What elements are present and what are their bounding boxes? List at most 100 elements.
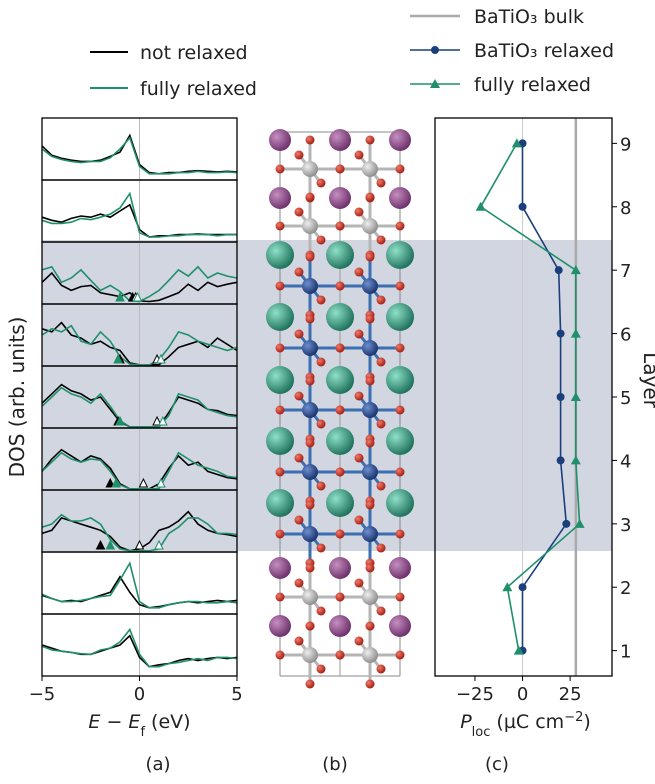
oxygen-atom — [336, 468, 345, 477]
a-site-atom — [266, 241, 294, 269]
oxygen-atom — [336, 344, 345, 353]
a-site-atom — [269, 187, 291, 209]
label-part: loc — [472, 725, 491, 740]
oxygen-atom — [396, 344, 405, 353]
b-site-atom — [302, 340, 318, 356]
oxygen-atom — [306, 193, 315, 202]
oxygen-atom — [295, 268, 304, 277]
oxygen-atom — [295, 208, 304, 217]
a-site-atom — [269, 129, 291, 151]
oxygen-atom — [366, 439, 375, 448]
oxygen-atom — [396, 406, 405, 415]
oxygen-atom — [355, 330, 364, 339]
oxygen-atom — [306, 501, 315, 510]
oxygen-atom — [377, 482, 386, 491]
a-site-atom — [326, 303, 354, 331]
oxygen-atom — [295, 637, 304, 646]
oxygen-atom — [355, 392, 364, 401]
a-site-atom — [389, 557, 411, 579]
a-site-atom — [269, 557, 291, 579]
oxygen-atom — [336, 651, 345, 660]
b-site-atom — [302, 647, 318, 663]
point — [557, 456, 565, 464]
a-site-atom — [329, 557, 351, 579]
a-site-atom — [326, 366, 354, 394]
b-site-atom — [302, 526, 318, 542]
oxygen-atom — [317, 236, 326, 245]
oxygen-atom — [317, 179, 326, 188]
oxygen-atom — [396, 165, 405, 174]
oxygen-atom — [306, 439, 315, 448]
x-axis-label: Ploc (µC cm−2) — [460, 710, 591, 740]
y-tick-label: 6 — [620, 325, 631, 346]
oxygen-atom — [276, 651, 285, 660]
a-site-atom — [386, 489, 414, 517]
oxygen-atom — [377, 358, 386, 367]
oxygen-atom — [317, 665, 326, 674]
oxygen-atom — [355, 151, 364, 160]
oxygen-atom — [306, 564, 315, 573]
y-tick-label: 5 — [620, 388, 631, 409]
oxygen-atom — [295, 516, 304, 525]
x-tick-label: 0 — [134, 684, 145, 705]
oxygen-atom — [377, 179, 386, 188]
a-site-atom — [389, 615, 411, 637]
oxygen-atom — [276, 222, 285, 231]
a-site-atom — [386, 427, 414, 455]
b-site-atom — [302, 589, 318, 605]
oxygen-atom — [306, 377, 315, 386]
oxygen-atom — [306, 622, 315, 631]
point — [519, 583, 527, 591]
oxygen-atom — [295, 579, 304, 588]
oxygen-atom — [317, 544, 326, 553]
a-site-atom — [386, 366, 414, 394]
oxygen-atom — [336, 165, 345, 174]
a-site-atom — [329, 129, 351, 151]
oxygen-atom — [366, 622, 375, 631]
y-tick-label: 9 — [620, 134, 631, 155]
oxygen-atom — [276, 344, 285, 353]
label-part: (eV) — [145, 711, 191, 733]
oxygen-atom — [306, 680, 315, 689]
panel-label: (c) — [485, 754, 509, 775]
a-site-atom — [386, 303, 414, 331]
x-tick-label: 25 — [559, 684, 582, 705]
oxygen-atom — [355, 268, 364, 277]
oxygen-atom — [336, 282, 345, 291]
oxygen-atom — [355, 454, 364, 463]
legend-label: not relaxed — [140, 42, 248, 64]
oxygen-atom — [306, 253, 315, 262]
point — [557, 330, 565, 338]
point — [555, 266, 563, 274]
oxygen-atom — [396, 530, 405, 539]
a-site-atom — [266, 489, 294, 517]
oxygen-atom — [336, 593, 345, 602]
a-site-atom — [329, 187, 351, 209]
point — [519, 203, 527, 211]
b-site-atom — [302, 161, 318, 177]
oxygen-atom — [317, 607, 326, 616]
oxygen-atom — [366, 253, 375, 262]
a-site-atom — [266, 303, 294, 331]
crystal-structure — [266, 129, 414, 689]
oxygen-atom — [336, 530, 345, 539]
oxygen-atom — [377, 236, 386, 245]
oxygen-atom — [317, 482, 326, 491]
oxygen-atom — [295, 454, 304, 463]
oxygen-atom — [317, 420, 326, 429]
a-site-atom — [326, 427, 354, 455]
legend-label: BaTiO₃ bulk — [474, 6, 584, 28]
a-site-atom — [386, 241, 414, 269]
x-tick-label: 0 — [517, 684, 528, 705]
label-part: ) — [583, 711, 590, 733]
oxygen-atom — [377, 420, 386, 429]
legend-label: fully relaxed — [140, 78, 257, 100]
a-site-atom — [389, 187, 411, 209]
oxygen-atom — [336, 406, 345, 415]
x-axis-label: E − Ef (eV) — [88, 711, 190, 740]
label-part: (µC cm — [490, 711, 564, 733]
oxygen-atom — [366, 377, 375, 386]
oxygen-atom — [306, 315, 315, 324]
legend-marker — [431, 46, 439, 54]
a-site-atom — [326, 241, 354, 269]
